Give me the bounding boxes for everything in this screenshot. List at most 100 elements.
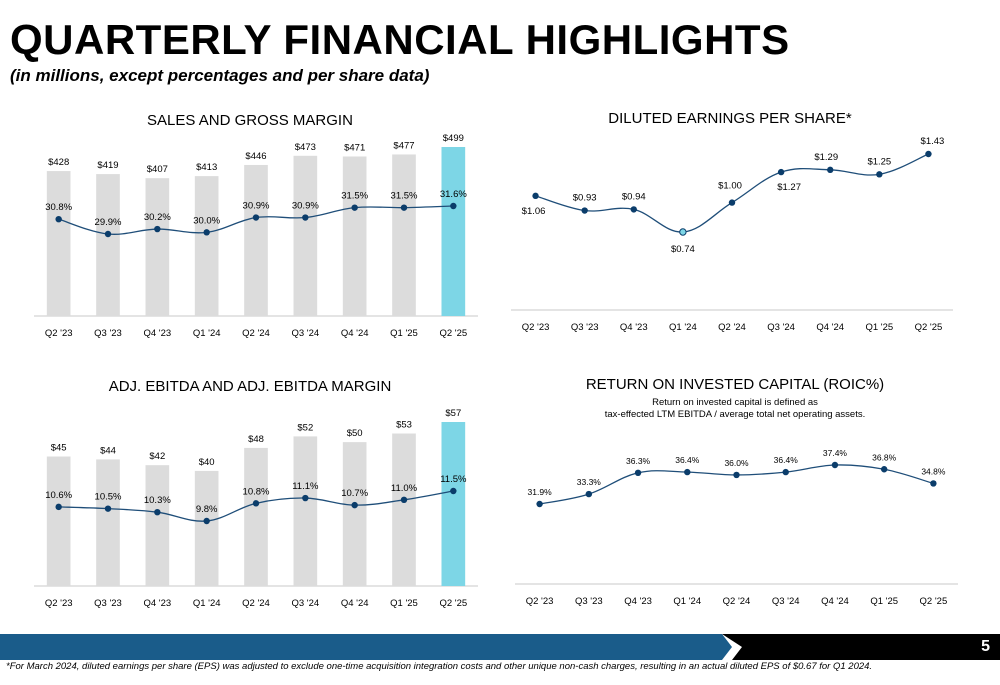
margin-point bbox=[104, 230, 112, 238]
x-tick-label: Q2 '25 bbox=[439, 598, 467, 609]
bar bbox=[392, 154, 416, 316]
bar bbox=[46, 171, 71, 316]
x-tick-label: Q2 '24 bbox=[242, 328, 270, 339]
chart-title: SALES AND GROSS MARGIN bbox=[147, 112, 353, 129]
roic-note-line-2: tax-effected LTM EBITDA / average total … bbox=[604, 409, 866, 420]
margin-label: 31.6% bbox=[440, 189, 467, 200]
page-number: 5 bbox=[981, 638, 990, 655]
x-tick-label: Q4 '24 bbox=[821, 596, 849, 607]
data-point bbox=[733, 471, 740, 479]
x-tick-label: Q2 '24 bbox=[723, 596, 751, 607]
footer-black-band bbox=[722, 634, 1000, 660]
margin-label: 30.9% bbox=[243, 201, 270, 212]
roic-note-line-1: Return on invested capital is defined as bbox=[652, 397, 818, 408]
bar-value-label: $48 bbox=[248, 434, 264, 445]
margin-point bbox=[104, 505, 112, 512]
x-tick-label: Q3 '24 bbox=[772, 596, 800, 607]
bar bbox=[441, 147, 466, 316]
chart-title: RETURN ON INVESTED CAPITAL (ROIC%) bbox=[585, 376, 885, 393]
margin-label: 30.2% bbox=[144, 212, 171, 223]
data-label: $1.25 bbox=[867, 156, 891, 167]
margin-label: 10.5% bbox=[95, 492, 122, 503]
data-label: 31.9% bbox=[528, 487, 553, 497]
bar bbox=[46, 456, 71, 586]
chart-title: DILUTED EARNINGS PER SHARE* bbox=[608, 110, 852, 127]
page-title: QUARTERLY FINANCIAL HIGHLIGHTS bbox=[10, 16, 790, 63]
margin-label: 10.6% bbox=[45, 490, 72, 501]
bar bbox=[342, 442, 367, 586]
x-tick-label: Q3 '23 bbox=[94, 328, 122, 339]
bar-value-label: $53 bbox=[396, 420, 412, 431]
roic-plot: 31.9% Q2 '23 33.3% Q3 '23 36.3% Q4 '23 36.4% Q1… bbox=[515, 448, 958, 607]
x-tick-label: Q4 '24 bbox=[341, 328, 369, 339]
bar-value-label: $473 bbox=[295, 142, 316, 153]
page-subtitle: (in millions, except percentages and per… bbox=[10, 66, 430, 85]
data-label: 34.8% bbox=[921, 466, 946, 476]
margin-label: 10.3% bbox=[144, 495, 171, 506]
x-tick-label: Q2 '23 bbox=[45, 598, 73, 609]
bar bbox=[293, 155, 318, 316]
data-label: $1.27 bbox=[777, 182, 801, 193]
x-tick-label: Q3 '23 bbox=[571, 322, 599, 333]
margin-point bbox=[55, 503, 62, 511]
bar-value-label: $413 bbox=[196, 162, 217, 173]
x-tick-label: Q2 '23 bbox=[522, 322, 550, 333]
margin-point bbox=[400, 204, 408, 211]
x-tick-label: Q1 '24 bbox=[193, 328, 221, 339]
x-tick-label: Q1 '25 bbox=[390, 328, 418, 339]
bar-value-label: $419 bbox=[97, 160, 118, 171]
margin-point bbox=[252, 214, 260, 221]
data-label: $1.43 bbox=[921, 136, 945, 147]
adj-ebitda-plot: $45 Q2 '23 $44 Q3 '23 $42 Q4 '23 $40 Q1 '24 $48 Q… bbox=[34, 408, 478, 609]
x-tick-label: Q2 '25 bbox=[920, 596, 948, 607]
x-tick-label: Q2 '24 bbox=[242, 598, 270, 609]
x-tick-label: Q1 '25 bbox=[870, 596, 898, 607]
bar bbox=[293, 436, 318, 586]
x-tick-label: Q1 '25 bbox=[865, 322, 893, 333]
margin-point bbox=[302, 494, 309, 502]
margin-point bbox=[252, 500, 260, 507]
margin-point bbox=[351, 501, 358, 509]
data-point bbox=[782, 468, 789, 476]
x-tick-label: Q4 '24 bbox=[816, 322, 844, 333]
footer-bar bbox=[0, 634, 1000, 660]
data-label: $0.74 bbox=[671, 244, 695, 255]
x-tick-label: Q2 '25 bbox=[439, 328, 467, 339]
margin-label: 9.8% bbox=[196, 504, 218, 515]
bar bbox=[145, 465, 170, 586]
margin-point bbox=[154, 225, 161, 233]
x-tick-label: Q3 '23 bbox=[94, 598, 122, 609]
x-tick-label: Q1 '24 bbox=[193, 598, 221, 609]
bar bbox=[96, 459, 120, 586]
data-label: 36.0% bbox=[724, 458, 749, 468]
bar bbox=[441, 422, 466, 586]
data-point bbox=[930, 480, 937, 487]
x-tick-label: Q4 '23 bbox=[143, 328, 171, 339]
data-label: $1.06 bbox=[522, 206, 546, 217]
chart-title: ADJ. EBITDA AND ADJ. EBITDA MARGIN bbox=[108, 378, 392, 395]
margin-label: 11.1% bbox=[292, 481, 319, 492]
margin-label: 11.5% bbox=[440, 474, 467, 485]
margin-point bbox=[450, 487, 457, 495]
sales-gross-margin-plot: $428 Q2 '23 $419 Q3 '23 $407 Q4 '23 $413 Q1 '24… bbox=[34, 133, 478, 339]
bar bbox=[244, 164, 268, 316]
data-label: $1.29 bbox=[814, 152, 838, 163]
data-point bbox=[581, 207, 588, 214]
data-label: $1.00 bbox=[718, 181, 742, 192]
bar-value-label: $40 bbox=[199, 457, 215, 468]
sales-gross-margin-chart: SALES AND GROSS MARGIN $428 Q2 '23 $419 Q3 … bbox=[10, 110, 490, 350]
bar-value-label: $428 bbox=[48, 157, 69, 168]
data-label: $0.94 bbox=[622, 191, 646, 202]
bar-value-label: $44 bbox=[100, 445, 116, 456]
data-point bbox=[634, 469, 642, 476]
bar-value-label: $50 bbox=[347, 428, 363, 439]
bar bbox=[244, 447, 268, 586]
data-point bbox=[679, 228, 687, 236]
x-tick-label: Q2 '23 bbox=[45, 328, 73, 339]
bar-value-label: $446 bbox=[245, 151, 266, 162]
bar-value-label: $57 bbox=[445, 408, 461, 419]
x-tick-label: Q1 '25 bbox=[390, 598, 418, 609]
margin-label: 10.7% bbox=[341, 488, 368, 499]
margin-label: 30.8% bbox=[45, 202, 72, 213]
diluted-eps-plot: $1.06 Q2 '23 $0.93 Q3 '23 $0.94 Q4 '23 $0.74 Q1… bbox=[511, 136, 953, 333]
